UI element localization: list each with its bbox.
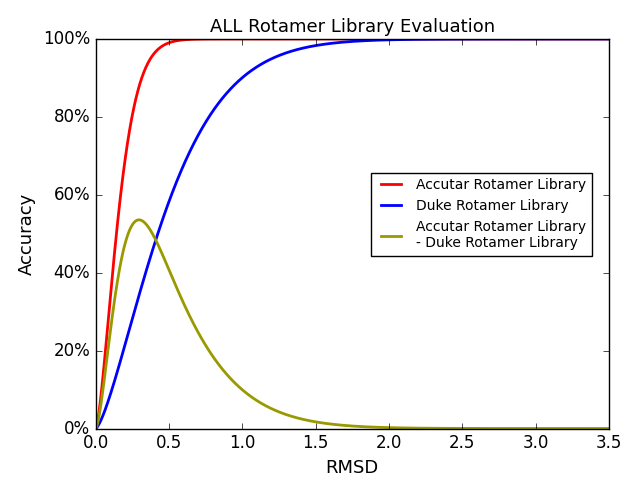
X-axis label: RMSD: RMSD xyxy=(326,459,379,477)
Duke Rotamer Library xyxy=(288,48,296,54)
Duke Rotamer Library xyxy=(514,36,522,42)
Duke Rotamer Library xyxy=(399,37,407,43)
Accutar Rotamer Library
- Duke Rotamer Library xyxy=(426,425,433,431)
Accutar Rotamer Library
- Duke Rotamer Library xyxy=(514,426,522,432)
Accutar Rotamer Library xyxy=(426,36,433,42)
Accutar Rotamer Library
- Duke Rotamer Library xyxy=(135,217,143,223)
Accutar Rotamer Library xyxy=(400,36,408,42)
Duke Rotamer Library xyxy=(475,36,483,42)
Accutar Rotamer Library
- Duke Rotamer Library xyxy=(288,413,296,419)
Accutar Rotamer Library
- Duke Rotamer Library xyxy=(400,425,408,431)
Accutar Rotamer Library xyxy=(387,36,395,42)
Duke Rotamer Library xyxy=(185,150,193,156)
Accutar Rotamer Library
- Duke Rotamer Library xyxy=(605,426,612,432)
Duke Rotamer Library xyxy=(92,426,100,432)
Accutar Rotamer Library xyxy=(514,36,522,42)
Accutar Rotamer Library xyxy=(92,426,100,432)
Accutar Rotamer Library xyxy=(605,36,612,42)
Accutar Rotamer Library xyxy=(288,36,296,42)
Accutar Rotamer Library
- Duke Rotamer Library xyxy=(475,426,483,432)
Legend: Accutar Rotamer Library, Duke Rotamer Library, Accutar Rotamer Library
- Duke Ro: Accutar Rotamer Library, Duke Rotamer Li… xyxy=(371,173,591,256)
Title: ALL Rotamer Library Evaluation: ALL Rotamer Library Evaluation xyxy=(210,18,495,36)
Y-axis label: Accuracy: Accuracy xyxy=(18,193,36,275)
Duke Rotamer Library xyxy=(605,36,612,42)
Accutar Rotamer Library
- Duke Rotamer Library xyxy=(92,426,100,432)
Line: Accutar Rotamer Library
- Duke Rotamer Library: Accutar Rotamer Library - Duke Rotamer L… xyxy=(96,220,609,429)
Duke Rotamer Library xyxy=(426,36,433,42)
Line: Accutar Rotamer Library: Accutar Rotamer Library xyxy=(96,39,609,429)
Accutar Rotamer Library xyxy=(185,37,193,43)
Accutar Rotamer Library xyxy=(475,36,483,42)
Accutar Rotamer Library
- Duke Rotamer Library xyxy=(185,312,193,318)
Line: Duke Rotamer Library: Duke Rotamer Library xyxy=(96,39,609,429)
